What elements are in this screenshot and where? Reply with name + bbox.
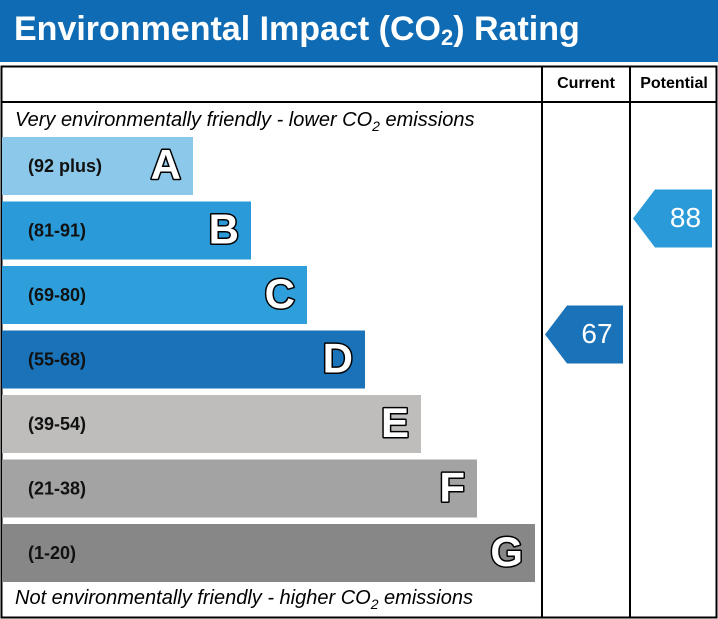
bottom-note: Not environmentally friendly - higher CO…: [15, 587, 473, 611]
band-bar: [2, 201, 251, 260]
title-text: ) Rating: [453, 10, 580, 48]
column-header: Potential: [640, 75, 708, 92]
band-range: (1-20): [28, 543, 76, 563]
band-range: (92 plus): [28, 156, 102, 176]
band-letter: C: [265, 270, 295, 317]
band-range: (81-91): [28, 220, 86, 240]
title-text: Environmental Impact (CO: [14, 10, 441, 48]
band-bar: [2, 524, 535, 582]
note-text: Not environmentally friendly - higher CO: [15, 587, 371, 609]
rating-arrow: [633, 189, 712, 248]
band-range: (69-80): [28, 285, 86, 305]
title-sub: 2: [441, 25, 453, 50]
band-bar: [2, 395, 421, 453]
band-letter: D: [323, 335, 353, 382]
note-sub: 2: [370, 596, 379, 612]
band-letter: A: [151, 141, 181, 188]
rating-arrow: [545, 305, 623, 364]
band-letter: E: [381, 399, 409, 446]
top-note: Very environmentally friendly - lower CO…: [15, 109, 474, 133]
band-letter: G: [490, 528, 523, 575]
band-letter: F: [439, 464, 465, 511]
note-text: Very environmentally friendly - lower CO: [15, 109, 372, 131]
band-bar: [2, 459, 477, 518]
band-range: (39-54): [28, 414, 86, 434]
rating-value: 88: [670, 202, 701, 233]
title: Environmental Impact (CO2) Rating: [14, 10, 580, 50]
column-header: Current: [557, 75, 615, 92]
note-sub: 2: [371, 118, 380, 134]
band-bar: [2, 266, 307, 324]
band-range: (55-68): [28, 349, 86, 369]
band-bar: [2, 330, 365, 389]
band-letter: B: [209, 206, 239, 253]
frame: [0, 65, 718, 619]
header-bar: [0, 0, 718, 62]
rating-value: 67: [581, 318, 612, 349]
band-bar: [2, 137, 193, 195]
note-text: emissions: [380, 109, 474, 131]
note-text: emissions: [379, 587, 473, 609]
band-range: (21-38): [28, 478, 86, 498]
